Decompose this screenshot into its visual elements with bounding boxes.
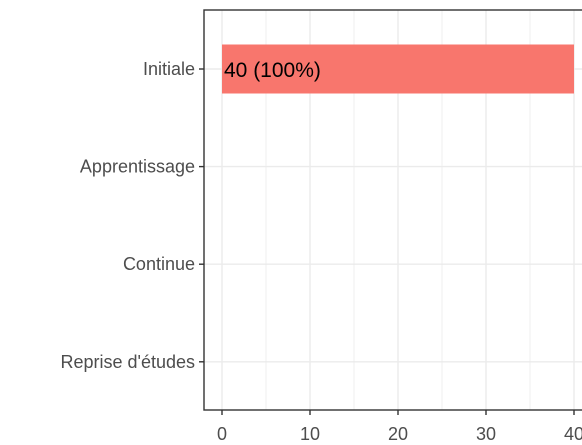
label-layer: Initiale Apprentissage Continue Reprise d'é…: [60, 59, 582, 444]
x-tick-label: 0: [217, 424, 227, 444]
data-label: 40 (100%): [224, 59, 321, 82]
x-tick-label: 40: [564, 424, 582, 444]
bar-initiale: [222, 44, 574, 94]
x-tick-label: 30: [476, 424, 496, 444]
category-label: Initiale: [143, 59, 195, 79]
x-tick-label: 20: [388, 424, 408, 444]
category-label: Continue: [123, 254, 195, 274]
x-tick-label: 10: [300, 424, 320, 444]
category-label: Reprise d'études: [60, 352, 195, 372]
bar-layer: [222, 44, 574, 94]
category-label: Apprentissage: [80, 157, 195, 177]
plot-frame: [199, 9, 582, 415]
